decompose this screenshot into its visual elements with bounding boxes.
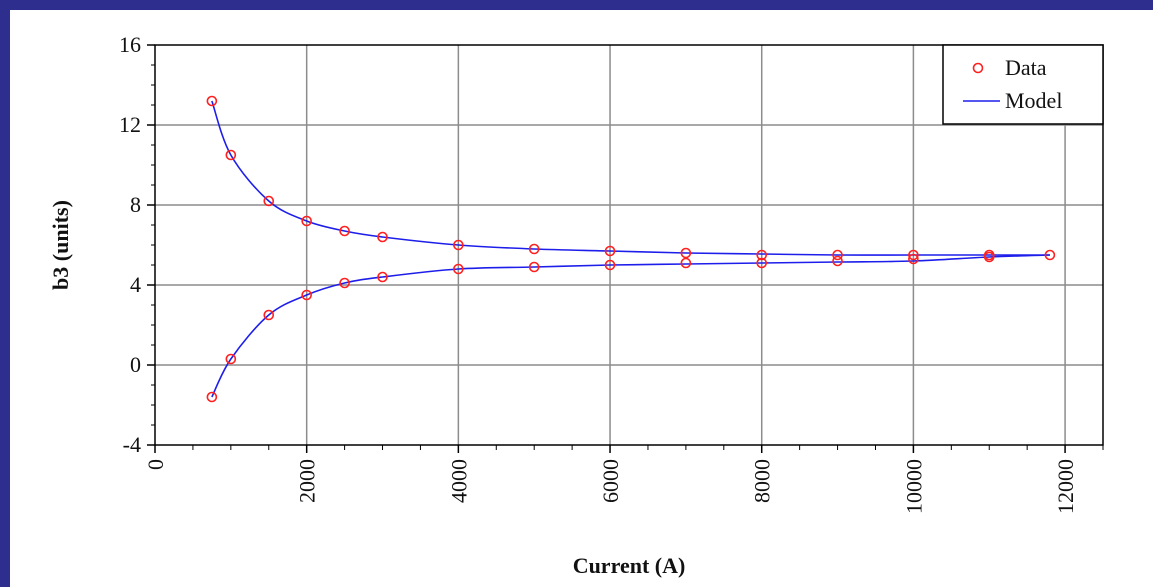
y-tick-label: 8	[130, 192, 141, 217]
x-tick-label: 8000	[750, 459, 775, 503]
data-point	[301, 215, 312, 227]
data-markers	[206, 95, 1056, 403]
data-point	[263, 195, 275, 207]
data-point	[908, 249, 919, 261]
data-point	[1044, 249, 1056, 261]
data-point	[908, 253, 919, 265]
data-point	[528, 243, 540, 255]
data-point	[206, 95, 218, 107]
x-tick-label: 12000	[1053, 459, 1078, 514]
y-tick-label: 4	[130, 272, 141, 297]
x-tick-label: 0	[143, 459, 168, 470]
data-point	[756, 249, 768, 261]
data-point	[301, 289, 312, 301]
legend-data-label: Data	[1005, 55, 1047, 80]
legend-model-label: Model	[1005, 88, 1062, 113]
data-point	[206, 391, 218, 403]
data-point	[756, 257, 768, 269]
data-point	[604, 259, 616, 271]
data-point	[680, 247, 692, 259]
data-point	[263, 309, 275, 321]
x-tick-label: 10000	[901, 459, 926, 514]
data-point	[339, 277, 350, 289]
data-point	[528, 261, 540, 273]
y-tick-label: 0	[130, 352, 141, 377]
y-axis-title: b3 (units)	[48, 200, 73, 290]
data-point	[453, 263, 464, 275]
legend: Data Model	[942, 44, 1104, 125]
data-point	[225, 353, 237, 365]
model-lines	[211, 100, 1050, 398]
x-tick-label: 2000	[295, 459, 320, 503]
data-point	[983, 251, 995, 263]
legend-data-marker	[972, 62, 984, 74]
axis-ticks	[147, 44, 1104, 453]
chart-frame: -4 0 4 8 12 16 0 2000 4000 6000 8000 10000 12000 Cur…	[10, 10, 1153, 587]
x-tick-label: 6000	[598, 459, 623, 503]
x-tick-label: 4000	[446, 459, 471, 503]
legend-box	[942, 44, 1104, 125]
data-point	[453, 239, 464, 251]
data-point	[339, 225, 350, 237]
model-line	[211, 254, 1050, 398]
y-tick-label: 16	[119, 32, 141, 57]
data-point	[832, 255, 843, 267]
y-tick-label: 12	[119, 112, 141, 137]
y-tick-label: -4	[123, 432, 141, 457]
model-line	[211, 100, 1050, 256]
data-point	[377, 231, 388, 243]
data-point	[680, 257, 692, 269]
data-point	[604, 245, 616, 257]
data-point	[832, 249, 843, 261]
data-point	[377, 271, 388, 283]
x-axis-title: Current (A)	[573, 553, 686, 578]
data-point	[225, 149, 237, 161]
